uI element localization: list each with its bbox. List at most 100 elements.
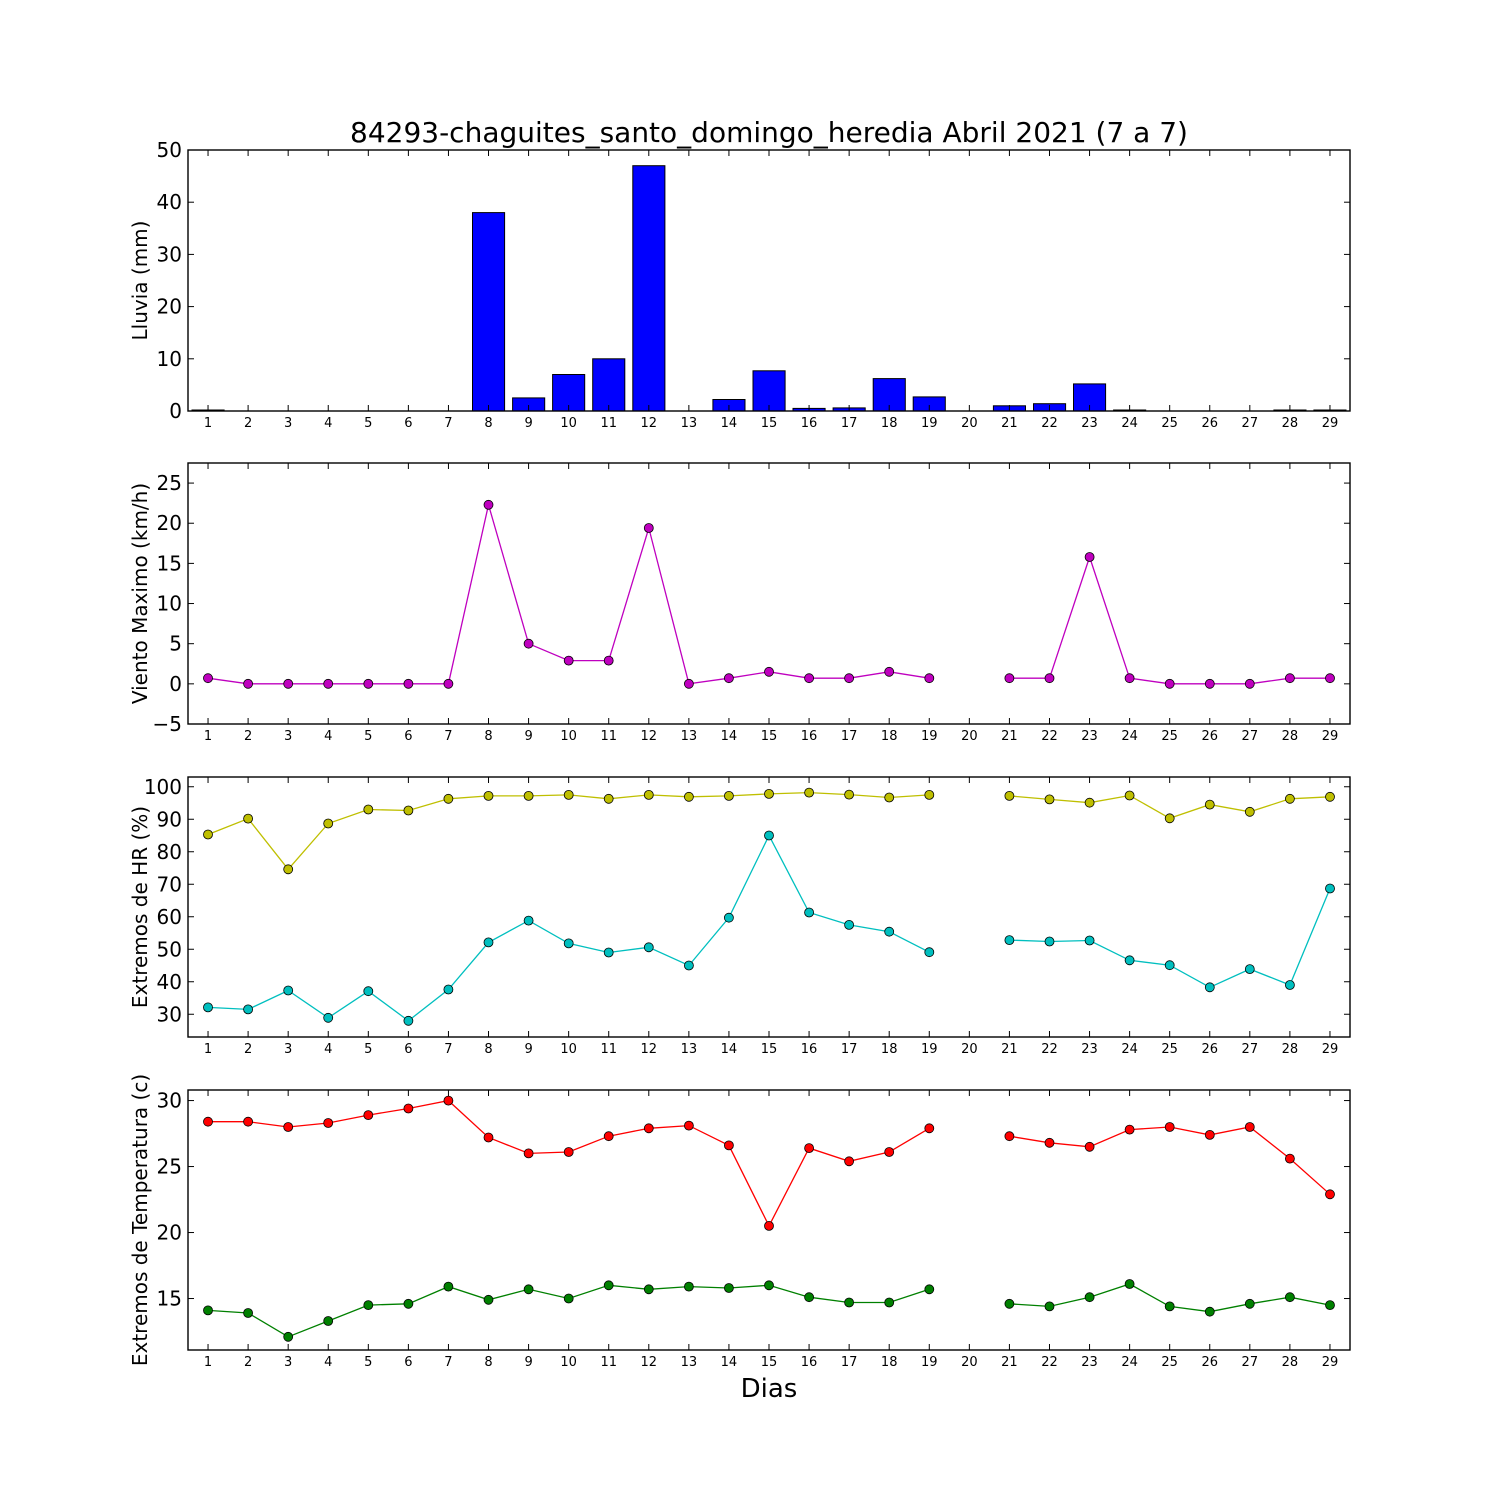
humidity-series-2-point-day-9 (523, 915, 534, 926)
rain-x-tick-label: 19 (921, 416, 938, 431)
rain-x-tick-label: 18 (881, 416, 898, 431)
temperature-x-tick-label: 15 (761, 1355, 778, 1370)
temperature-x-tick-label: 25 (1161, 1355, 1178, 1370)
humidity-series-1-point-day-9 (523, 791, 534, 801)
rain-y-tick-label: 10 (157, 347, 182, 371)
temperature-series-2-point-day-2 (243, 1308, 254, 1318)
temperature-series-1-point-day-8 (483, 1132, 494, 1143)
humidity-series-2 (203, 830, 1335, 1026)
temperature-series-1-point-day-9 (523, 1148, 534, 1159)
humidity-x-tick-label: 11 (600, 1042, 617, 1057)
humidity-x-tick-label: 26 (1201, 1042, 1218, 1057)
wind-x-tick-label: 12 (641, 729, 658, 744)
temperature-series-2-point-day-21 (1004, 1298, 1015, 1309)
rain-bar-day-12 (632, 165, 666, 412)
chart-title: 84293-chaguites_santo_domingo_heredia Ab… (350, 116, 1188, 149)
temperature-series-1-point-day-5 (363, 1110, 374, 1120)
humidity-series-1-point-day-22 (1044, 794, 1055, 805)
wind-series-1-point-day-25 (1164, 678, 1175, 689)
wind-x-tick-label: 2 (244, 729, 252, 744)
wind-y-tick-label: 20 (157, 511, 182, 535)
temperature-series-2-point-day-24 (1124, 1279, 1135, 1289)
temperature-x-tick-label: 20 (961, 1355, 978, 1370)
temperature-series-1-point-day-14 (724, 1140, 734, 1151)
wind-series-1-point-day-4 (323, 678, 334, 689)
humidity-series-1-point-day-5 (363, 804, 374, 815)
temperature-series-2-point-day-7 (443, 1281, 454, 1292)
rain-x-tick-label: 14 (721, 416, 738, 431)
temperature-x-tick-label: 14 (721, 1355, 738, 1370)
rain-x-tick-label: 13 (681, 416, 698, 431)
rain-x-tick-label: 3 (284, 416, 292, 431)
temperature-series-1-point-day-17 (844, 1156, 854, 1167)
temperature-x-tick-label: 5 (364, 1355, 372, 1370)
temperature-series-1-point-day-19 (924, 1123, 935, 1134)
temperature-series-2-line-1 (207, 1284, 930, 1338)
temperature-y-axis-label: Extremos de Temperatura (c) (128, 1074, 152, 1366)
humidity-series-2-point-day-6 (403, 1015, 414, 1026)
temperature-x-tick-label: 19 (921, 1355, 938, 1370)
wind-x-tick-label: 14 (721, 729, 738, 744)
humidity-series-1-point-day-29 (1325, 791, 1335, 802)
rain-x-tick-label: 29 (1322, 416, 1339, 431)
humidity-x-tick-label: 14 (721, 1042, 738, 1057)
humidity-y-tick-label: 30 (157, 1002, 182, 1026)
wind-y-tick-label: −5 (153, 712, 182, 736)
humidity-series-2-point-day-2 (243, 1004, 254, 1015)
wind-x-tick-label: 9 (524, 729, 532, 744)
wind-series-1-point-day-16 (804, 673, 814, 684)
temperature-series-2-point-day-12 (643, 1284, 654, 1295)
wind-x-tick-label: 24 (1121, 729, 1138, 744)
wind-series-1-point-day-15 (764, 666, 774, 677)
humidity-series-1-point-day-7 (443, 793, 454, 804)
humidity-x-tick-label: 3 (284, 1042, 292, 1057)
humidity-series-2-point-day-28 (1285, 980, 1295, 990)
rain-x-tick-label: 10 (560, 416, 577, 431)
humidity-series-2-point-day-11 (603, 947, 614, 958)
wind-y-tick-label: 5 (169, 632, 182, 656)
rain-bar-day-11 (592, 358, 626, 412)
humidity-series-2-line-1 (207, 834, 930, 1022)
humidity-x-tick-label: 22 (1041, 1042, 1058, 1057)
humidity-series-2-point-day-26 (1204, 982, 1215, 993)
temperature-x-tick-label: 26 (1201, 1355, 1218, 1370)
temperature-series-1-point-day-7 (443, 1095, 454, 1106)
temperature-series-1-line-2 (1009, 1126, 1331, 1195)
wind-y-tick-label: 10 (157, 592, 182, 616)
humidity-x-tick-label: 16 (801, 1042, 818, 1057)
temperature-series-1-line-1 (208, 1099, 930, 1228)
temperature-series-2-point-day-6 (403, 1298, 414, 1309)
temperature-series-2-point-day-1 (203, 1305, 213, 1316)
humidity-series-2-point-day-22 (1044, 936, 1055, 947)
humidity-series-2-point-day-1 (203, 1002, 213, 1013)
wind-x-tick-label: 28 (1282, 729, 1299, 744)
wind-series-1-point-day-2 (243, 678, 254, 689)
humidity-series-2-point-day-21 (1004, 935, 1015, 945)
temperature-x-tick-label: 28 (1282, 1355, 1299, 1370)
humidity-x-tick-label: 9 (524, 1042, 532, 1057)
humidity-series-1-point-day-11 (603, 793, 614, 804)
humidity-series-2-point-day-5 (363, 986, 374, 997)
wind-x-tick-label: 22 (1041, 729, 1058, 744)
rain-y-axis-label: Lluvia (mm) (128, 221, 152, 341)
temperature-series-2-point-day-5 (363, 1300, 374, 1310)
humidity-series-1-point-day-12 (643, 790, 654, 800)
humidity-x-tick-label: 12 (641, 1042, 658, 1057)
rain-x-tick-label: 16 (801, 416, 818, 431)
humidity-y-tick-label: 100 (144, 775, 182, 799)
humidity-series-1-point-day-26 (1204, 799, 1215, 810)
temperature-series-1 (203, 1095, 1335, 1231)
temperature-x-tick-label: 3 (284, 1355, 292, 1370)
humidity-series-1-point-day-6 (403, 805, 414, 816)
temperature-series-2-point-day-27 (1244, 1298, 1255, 1309)
temperature-series-1-point-day-23 (1084, 1141, 1095, 1152)
wind-series-1-point-day-10 (563, 655, 574, 666)
temperature-series-1-point-day-12 (643, 1123, 654, 1134)
humidity-series-1-point-day-25 (1164, 813, 1175, 824)
humidity-series-1-point-day-3 (283, 864, 294, 875)
rain-x-tick-label: 24 (1121, 416, 1138, 431)
temperature-x-tick-label: 22 (1041, 1355, 1058, 1370)
rain-y-tick-label: 50 (157, 138, 182, 162)
